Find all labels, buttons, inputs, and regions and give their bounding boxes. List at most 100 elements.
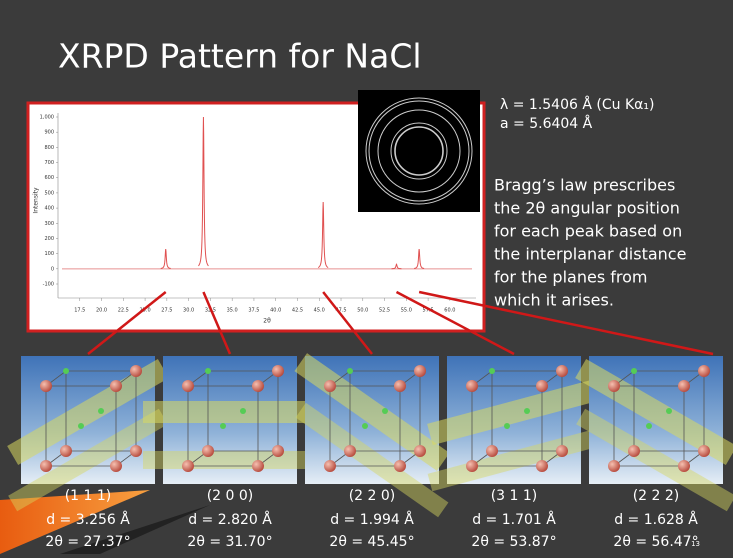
cl-ion [272, 445, 284, 457]
cl-ion [698, 365, 710, 377]
y-tick-label: 400 [44, 206, 54, 212]
y-tick-label: 500 [44, 190, 54, 196]
cl-ion [486, 445, 498, 457]
na-ion [205, 368, 211, 374]
plane-hkl: (3 1 1) [491, 488, 538, 504]
plane-hkl: (2 2 2) [633, 488, 680, 504]
crystal-image [143, 356, 317, 484]
na-ion [382, 408, 388, 414]
cl-ion [394, 380, 406, 392]
cl-ion [40, 460, 52, 472]
na-ion [631, 368, 637, 374]
cl-ion [130, 445, 142, 457]
y-axis-label: Intensity [33, 187, 40, 214]
cl-ion [344, 445, 356, 457]
cl-ion [182, 380, 194, 392]
y-tick-label: 700 [44, 160, 54, 166]
cl-ion [556, 365, 568, 377]
slide-canvas: XRPD Pattern for NaCl λ = 1.5406 Å (Cu K… [0, 0, 733, 554]
x-tick-label: 22.5 [118, 308, 129, 314]
cl-ion [110, 380, 122, 392]
cl-ion [110, 460, 122, 472]
cl-ion [466, 460, 478, 472]
cl-ion [414, 445, 426, 457]
cl-ion [536, 460, 548, 472]
cl-ion [40, 380, 52, 392]
na-ion [63, 368, 69, 374]
na-ion [240, 408, 246, 414]
plane-d: d = 1.701 Å [472, 511, 556, 528]
cl-ion [678, 460, 690, 472]
na-ion [666, 408, 672, 414]
cl-ion [60, 445, 72, 457]
cl-ion [698, 445, 710, 457]
x-tick-label: 55.0 [401, 308, 412, 314]
plane-two-theta: 2θ = 27.37° [45, 534, 130, 550]
x-tick-label: 60.0 [444, 308, 455, 314]
plane-d: d = 3.256 Å [46, 511, 130, 528]
na-ion [524, 408, 530, 414]
y-tick-label: 200 [44, 236, 54, 242]
ring-pattern [358, 90, 480, 212]
x-tick-label: 37.5 [248, 308, 259, 314]
plane-d: d = 1.994 Å [330, 511, 414, 528]
cl-ion [130, 365, 142, 377]
y-tick-label: 1,000 [40, 115, 54, 121]
x-tick-label: 50.0 [357, 308, 368, 314]
y-tick-label: 300 [44, 221, 54, 227]
cl-ion [608, 460, 620, 472]
crystal-image [427, 356, 601, 491]
cl-ion [182, 460, 194, 472]
plane-hkl: (2 0 0) [207, 488, 254, 504]
na-ion [489, 368, 495, 374]
description-line: the 2θ angular position [494, 199, 680, 218]
x-tick-label: 27.5 [161, 308, 172, 314]
plane-d: d = 2.820 Å [188, 511, 272, 528]
na-ion [220, 423, 226, 429]
na-ion [347, 368, 353, 374]
param: a = 5.6404 Å [500, 115, 593, 132]
plane-two-theta: 2θ = 31.70° [187, 534, 272, 550]
cl-ion [608, 380, 620, 392]
description-line: for each peak based on [494, 222, 682, 241]
x-tick-label: 40.0 [270, 308, 281, 314]
y-tick-label: 900 [44, 130, 54, 136]
x-tick-label: 35.0 [227, 308, 238, 314]
cl-ion [252, 380, 264, 392]
lattice-plane [143, 401, 317, 423]
x-tick-label: 30.0 [183, 308, 194, 314]
cl-ion [394, 460, 406, 472]
na-ion [78, 423, 84, 429]
plane-hkl: (2 2 0) [349, 488, 396, 504]
cl-ion [272, 365, 284, 377]
cl-ion [536, 380, 548, 392]
plane-hkl: (1 1 1) [65, 488, 112, 504]
x-axis-label: 2θ [263, 318, 271, 325]
x-tick-label: 17.5 [74, 308, 85, 314]
cl-ion [324, 380, 336, 392]
plane-d: d = 1.628 Å [614, 511, 698, 528]
x-tick-label: 20.0 [96, 308, 107, 314]
x-tick-label: 52.5 [379, 308, 390, 314]
description-line: Bragg’s law prescribes [494, 176, 675, 195]
slide-title: XRPD Pattern for NaCl [58, 37, 422, 76]
na-ion [98, 408, 104, 414]
cl-ion [414, 365, 426, 377]
x-tick-label: 42.5 [292, 308, 303, 314]
cl-ion [628, 445, 640, 457]
y-tick-label: 600 [44, 175, 54, 181]
plane-two-theta: 2θ = 45.45° [329, 534, 414, 550]
cl-ion [556, 445, 568, 457]
description-line: for the planes from [494, 268, 647, 287]
na-ion [362, 423, 368, 429]
y-tick-label: -100 [43, 282, 54, 288]
description-line: the interplanar distance [494, 245, 686, 264]
plane-two-theta: 2θ = 53.87° [471, 534, 556, 550]
cl-ion [324, 460, 336, 472]
param: λ = 1.5406 Å (Cu Kα₁) [500, 96, 654, 113]
y-tick-label: 800 [44, 145, 54, 151]
na-ion [504, 423, 510, 429]
slide: XRPD Pattern for NaCl λ = 1.5406 Å (Cu K… [0, 0, 733, 554]
cl-ion [252, 460, 264, 472]
description-line: which it arises. [494, 291, 614, 310]
